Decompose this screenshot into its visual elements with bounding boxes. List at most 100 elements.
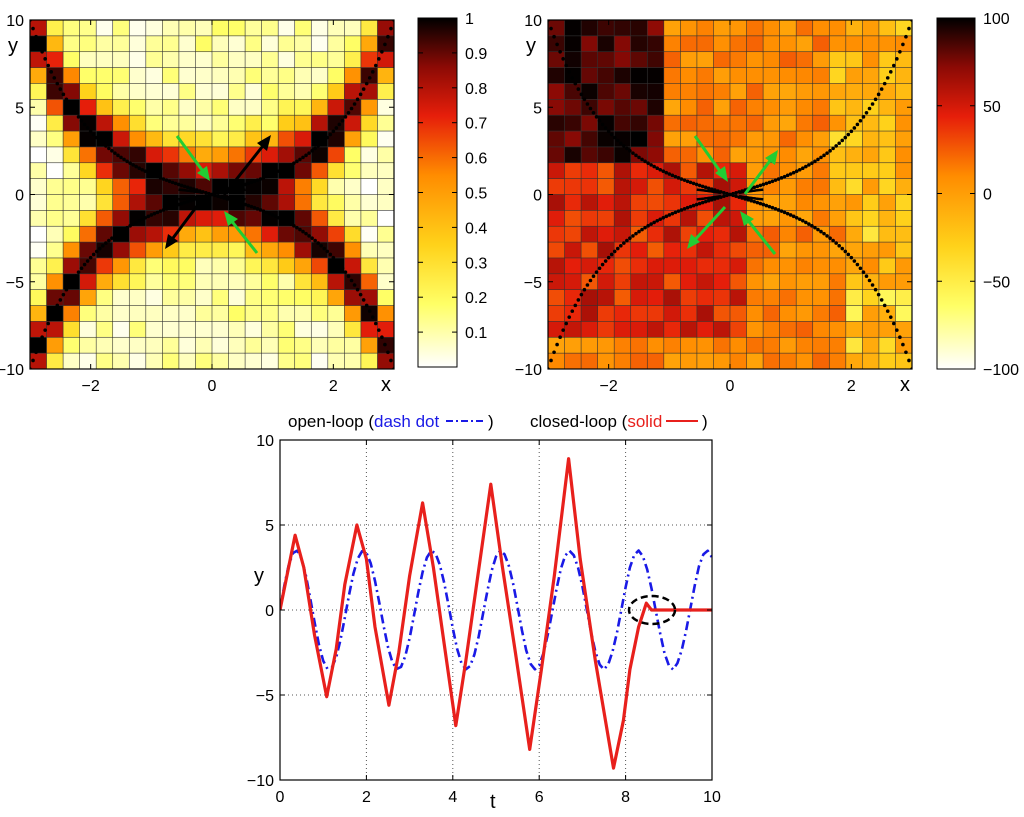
heatmap-cell: [746, 35, 764, 53]
heatmap-cell: [178, 257, 197, 275]
separatrix-dot: [831, 146, 835, 151]
separatrix-dot: [625, 238, 629, 243]
heatmap-cell: [795, 305, 814, 323]
heatmap-cell: [344, 178, 362, 196]
heatmap-cell: [729, 273, 748, 291]
separatrix-dot: [807, 222, 811, 226]
heatmap-cell: [779, 336, 797, 354]
heatmap-cell: [310, 273, 329, 291]
separatrix-dot: [343, 115, 348, 119]
heatmap-cell: [646, 225, 665, 243]
heatmap-cell: [597, 336, 615, 354]
heatmap-cell: [613, 99, 632, 116]
heatmap-cell: [597, 35, 615, 53]
heatmap-cell: [812, 194, 830, 212]
heatmap-cell: [310, 51, 329, 69]
heatmap-cell: [360, 83, 379, 101]
separatrix-dot: [240, 201, 245, 206]
heatmap-cell: [310, 289, 329, 307]
heatmap-cell: [895, 114, 912, 132]
heatmap-cell: [377, 130, 394, 148]
heatmap-cell: [195, 99, 213, 116]
separatrix-dot: [579, 92, 584, 97]
separatrix-dot: [152, 173, 157, 178]
separatrix-dot: [258, 208, 263, 212]
separatrix-dot: [670, 211, 675, 216]
heatmap-cell: [597, 51, 615, 69]
heatmap-cell: [327, 67, 346, 85]
heatmap-cell: [878, 146, 897, 164]
heatmap-cell: [310, 336, 329, 354]
heatmap-cell: [779, 305, 797, 323]
heatmap-cell: [795, 20, 814, 37]
heatmap-cell: [327, 146, 346, 164]
y-tick-label: 5: [15, 100, 24, 117]
separatrix-dot: [101, 243, 105, 248]
heatmap-cell: [145, 336, 164, 354]
separatrix-dot: [322, 138, 327, 143]
separatrix-dot: [164, 178, 169, 182]
separatrix-dot: [622, 144, 626, 148]
heatmap-cell: [713, 51, 731, 69]
heatmap-cell: [195, 130, 213, 148]
separatrix-dot: [770, 179, 775, 184]
heatmap-cell: [244, 321, 263, 338]
heatmap-cell: [261, 20, 279, 37]
heatmap-cell: [779, 257, 797, 275]
heatmap-cell: [762, 273, 781, 291]
heatmap-cell: [762, 336, 781, 354]
separatrix-dot: [131, 222, 135, 226]
heatmap-cell: [46, 194, 64, 212]
separatrix-dot: [122, 227, 126, 232]
separatrix-dot: [79, 266, 84, 271]
separatrix-dot: [258, 177, 263, 181]
separatrix-dot: [679, 177, 684, 181]
heatmap-cell: [613, 336, 632, 354]
heatmap-cell: [729, 305, 748, 323]
heatmap-cell: [294, 321, 312, 338]
heatmap-cell: [30, 210, 48, 227]
heatmap-cell: [310, 99, 329, 116]
heatmap-cell: [360, 99, 379, 116]
heatmap-cell: [862, 146, 880, 164]
trajectory-curve: [178, 194, 204, 201]
heatmap-cell: [95, 99, 114, 116]
separatrix-dot: [655, 166, 659, 171]
heatmap-cell: [646, 146, 665, 164]
separatrix-dot: [782, 174, 787, 179]
heatmap-cell: [95, 257, 114, 275]
separatrix-dot: [116, 153, 120, 158]
heatmap-cell: [261, 67, 279, 85]
heatmap-cell: [663, 305, 682, 323]
heatmap-cell: [244, 289, 263, 307]
heatmap-cell: [597, 273, 615, 291]
y-tick-label: −5: [524, 275, 542, 292]
legend-open-style: dash dot: [374, 412, 439, 431]
heatmap-cell: [713, 35, 731, 53]
heatmap-cell: [228, 130, 246, 148]
heatmap-cell: [746, 146, 764, 164]
separatrix-dot: [270, 213, 275, 217]
heatmap-cell: [228, 241, 246, 259]
series-closed-loop: [280, 457, 712, 770]
heatmap-cell: [746, 241, 764, 259]
colorbar-tick-label: 1: [465, 11, 474, 28]
heatmap-cell: [828, 35, 847, 53]
heatmap-cell: [613, 146, 632, 164]
separatrix-dot: [788, 172, 793, 176]
heatmap-cell: [862, 352, 880, 369]
heatmap-cell: [696, 336, 715, 354]
heatmap-cell: [294, 83, 312, 101]
heatmap-cell: [228, 352, 246, 369]
heatmap-cell: [46, 35, 64, 53]
separatrix-dot: [340, 118, 345, 123]
heatmap-cell: [746, 67, 764, 85]
heatmap-cell: [277, 130, 296, 148]
separatrix-dot: [134, 220, 138, 225]
legend: open-loop (dash dot: [288, 412, 440, 431]
separatrix-dot: [655, 218, 659, 223]
separatrix-dot: [158, 176, 163, 180]
heatmap-cell: [228, 20, 246, 37]
separatrix-dot: [46, 321, 50, 326]
separatrix-dot: [752, 185, 757, 190]
